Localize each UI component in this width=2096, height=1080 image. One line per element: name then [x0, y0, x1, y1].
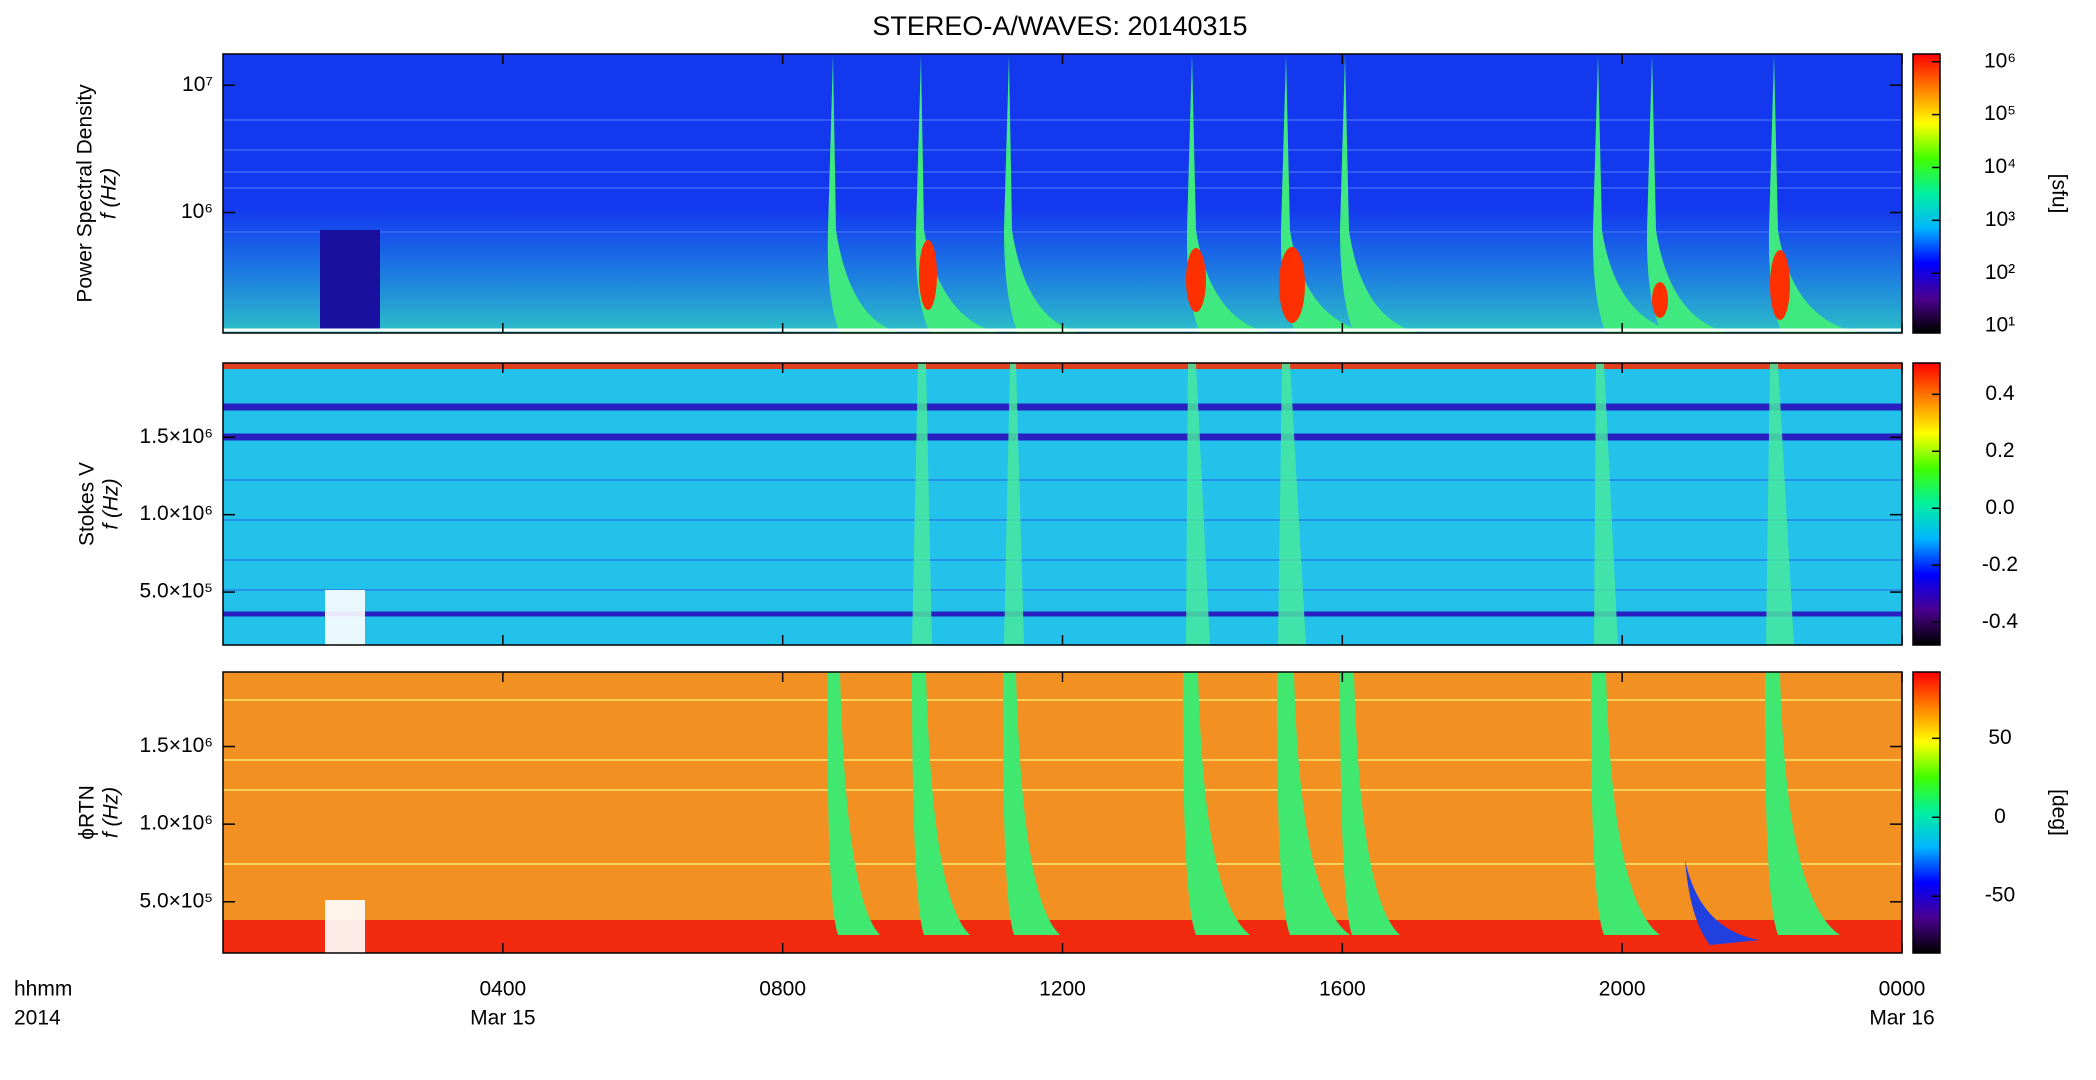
x-tick-label: 0000: [1879, 978, 1926, 1001]
colorbar-tick-label: 10²: [1985, 261, 2015, 284]
colorbar: [1912, 362, 1941, 646]
colorbar-tick-label: 50: [1988, 726, 2011, 749]
y-axis-label: f (Hz): [100, 787, 123, 838]
y-tick-label: 10⁶: [181, 200, 213, 223]
y-axis-label: f (Hz): [100, 478, 123, 529]
y-axis-label: Power Spectral Density: [74, 84, 97, 303]
y-axis-label: ϕRTN: [76, 785, 99, 840]
colorbar-tick-label: -50: [1985, 884, 2015, 907]
colorbar-tick-label: 10⁶: [1984, 49, 2016, 72]
y-tick-label: 5.0×10⁵: [139, 580, 213, 603]
colorbar-tick-label: 0.4: [1985, 382, 2015, 405]
x-tick-label: 0800: [759, 978, 806, 1001]
colorbar-tick-label: 0.0: [1985, 496, 2014, 519]
y-tick-label: 1.0×10⁶: [140, 812, 213, 835]
colorbar-tick-label: 10⁴: [1984, 155, 2016, 178]
x-date-label: Mar 15: [470, 1007, 535, 1030]
colorbar-tick-label: 10³: [1985, 208, 2015, 231]
x-tick-label: 2000: [1599, 978, 1646, 1001]
colorbar-tick-label: -0.4: [1982, 610, 2019, 633]
x-tick-label: 1600: [1319, 978, 1366, 1001]
y-tick-label: 1.0×10⁶: [140, 502, 213, 525]
spectrogram-image: [223, 363, 1902, 645]
colorbar-tick-label: 10⁵: [1984, 102, 2016, 125]
colorbar-tick-label: 10¹: [1985, 314, 2015, 337]
colorbar-tick-label: 0: [1994, 805, 2006, 828]
x-tick-label: 0400: [479, 978, 526, 1001]
y-tick-label: 1.5×10⁶: [140, 425, 213, 448]
y-axis-label: f (Hz): [98, 168, 121, 219]
colorbar-label: [sfu]: [2047, 174, 2070, 214]
x-date-label: Mar 16: [1869, 1007, 1934, 1030]
spectrogram-image: [223, 672, 1902, 953]
colorbar-label: [deg]: [2047, 789, 2070, 836]
y-tick-label: 5.0×10⁵: [139, 889, 213, 912]
x-year-label: 2014: [14, 1007, 61, 1030]
x-tick-label: 1200: [1039, 978, 1086, 1001]
colorbar-tick-label: 0.2: [1985, 439, 2014, 462]
y-tick-label: 10⁷: [182, 73, 213, 96]
colorbar-tick-label: -0.2: [1982, 553, 2018, 576]
y-axis-label: Stokes V: [76, 462, 99, 546]
y-tick-label: 1.5×10⁶: [140, 734, 213, 757]
chart-title: STEREO-A/WAVES: 20140315: [872, 11, 1247, 41]
colorbar: [1912, 671, 1941, 954]
spectrogram-image: [223, 54, 1902, 333]
colorbar: [1912, 53, 1941, 334]
x-unit-label: hhmm: [14, 978, 72, 1001]
